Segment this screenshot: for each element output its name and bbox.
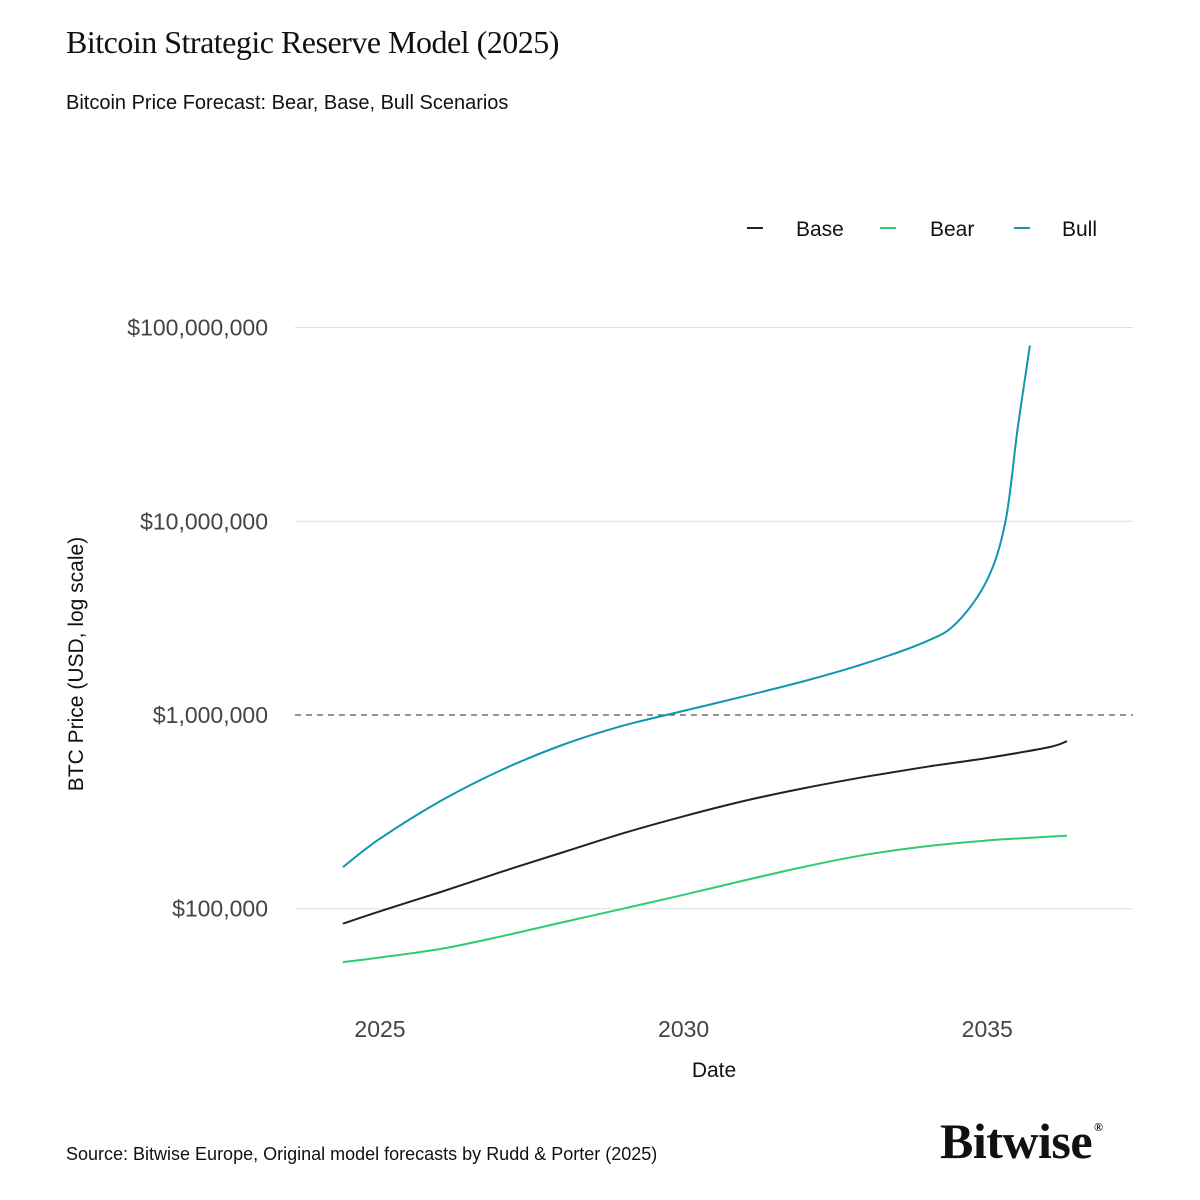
legend-entry-bear[interactable]: Bear [880,218,974,241]
legend-label-bull: Bull [1062,218,1097,241]
series-lines [342,345,1068,964]
axis-ticks: $100,000 $1,000,000 $10,000,000 $100,000,00… [127,315,1013,1042]
bitwise-logo: Bitwise ® [940,1112,1103,1170]
legend: Base Bear Bull [747,218,1097,241]
legend-entry-bull[interactable]: Bull [1014,218,1097,241]
x-tick-label: 2035 [962,1016,1013,1042]
grid-lines [295,327,1133,910]
legend-entry-base[interactable]: Base [747,218,844,241]
x-axis-label: Date [692,1059,736,1082]
legend-label-base: Base [796,218,844,241]
series-line-bull [342,345,1031,868]
series-line-bear [342,834,1068,964]
y-tick-label: $1,000,000 [153,702,268,728]
chart-subtitle: Bitcoin Price Forecast: Bear, Base, Bull… [66,92,509,114]
legend-label-bear: Bear [930,218,974,241]
y-tick-label: $100,000 [172,896,268,922]
x-tick-label: 2025 [354,1016,405,1042]
y-tick-label: $10,000,000 [140,508,268,534]
registered-mark: ® [1094,1120,1103,1134]
y-axis-label: BTC Price (USD, log scale) [65,537,88,791]
series-line-base [342,740,1068,925]
x-tick-label: 2030 [658,1016,709,1042]
chart-title: Bitcoin Strategic Reserve Model (2025) [66,24,559,60]
source-note: Source: Bitwise Europe, Original model f… [66,1144,658,1164]
logo-text: Bitwise [940,1113,1093,1169]
y-tick-label: $100,000,000 [127,315,268,341]
